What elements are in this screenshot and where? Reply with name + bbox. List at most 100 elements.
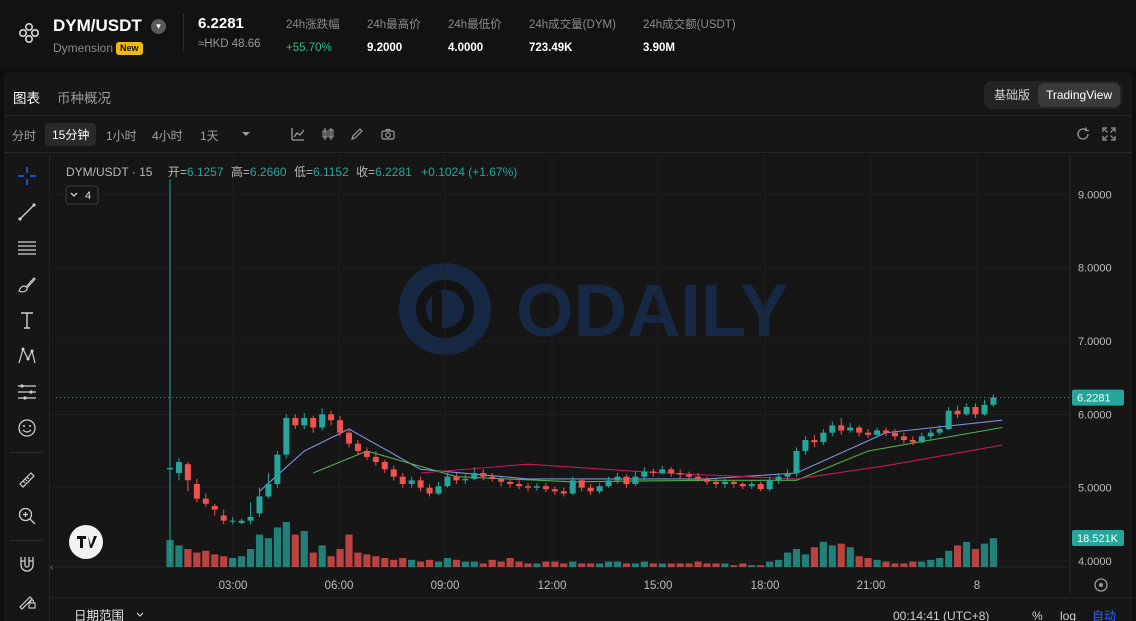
candlestick-chart[interactable]: ODAILY 4.0000 5.0000 6.0000 7.0000 8.0000 9.0…	[4, 154, 1136, 621]
volume-bar	[282, 522, 290, 567]
candle-body	[346, 432, 352, 444]
candle-body	[319, 414, 326, 428]
indicator-icon[interactable]	[290, 126, 306, 142]
candle-body	[363, 451, 370, 457]
reset-icon[interactable]	[1075, 126, 1091, 142]
ruler-icon[interactable]	[17, 470, 37, 490]
price-tick-label: 4.0000	[1078, 556, 1112, 568]
volume-bar	[864, 558, 872, 567]
volume-bar	[622, 563, 631, 567]
clock-time[interactable]: 00:14:41 (UTC+8)	[893, 609, 989, 621]
candle-body	[587, 487, 594, 492]
emoji-icon[interactable]	[17, 418, 37, 438]
candle-body	[265, 484, 272, 497]
time-tick-label: 09:00	[431, 580, 460, 592]
timeframe-1d[interactable]: 1天	[200, 129, 219, 143]
volume-bar	[712, 563, 720, 567]
volume-bar	[229, 558, 237, 567]
timeframe-4h[interactable]: 4小时	[152, 129, 183, 143]
volume-bar	[954, 545, 962, 567]
volume-bar	[497, 561, 505, 567]
date-range-button[interactable]: 日期范围	[74, 609, 124, 621]
settings-gear-icon[interactable]	[1094, 578, 1108, 592]
pair-symbol[interactable]: DYM/USDT	[53, 16, 142, 35]
candle-body	[739, 484, 746, 487]
pair-dropdown-icon[interactable]: ▾	[151, 19, 166, 34]
camera-icon[interactable]	[380, 126, 396, 142]
chart-grid	[50, 154, 1070, 568]
candle-body	[560, 491, 567, 494]
auto-toggle[interactable]: 自动	[1092, 609, 1116, 621]
time-tick-label: 21:00	[857, 580, 886, 592]
stat-label: 24h成交额(USDT)	[643, 19, 736, 31]
tab-overview[interactable]: 币种概况	[57, 91, 111, 106]
volume-bar	[694, 561, 702, 567]
volume-bar	[211, 554, 219, 567]
candle-body	[551, 489, 558, 492]
tab-chart[interactable]: 图表	[13, 91, 40, 106]
volume-bar	[264, 538, 273, 567]
volume-bar	[730, 565, 738, 567]
candle-body	[507, 481, 514, 484]
time-axis[interactable]: 03:00 06:00 09:00 12:00 15:00 18:00 21:00 8	[219, 580, 981, 592]
zoom-in-icon[interactable]	[17, 506, 37, 526]
stat-turnover: 24h成交额(USDT) 3.90M	[643, 16, 736, 54]
candle-body	[408, 480, 415, 484]
pattern-icon[interactable]	[17, 346, 37, 366]
price-hkd: ≈HKD 48.66	[198, 38, 261, 50]
prediction-icon[interactable]	[17, 382, 37, 402]
tradingview-button[interactable]: TradingView	[1037, 83, 1120, 107]
last-volume-label	[1072, 530, 1124, 546]
brush-icon[interactable]	[17, 274, 37, 294]
time-tick-label: 06:00	[325, 580, 354, 592]
volume-bar	[757, 565, 765, 567]
scroll-left-icon[interactable]: ‹	[50, 562, 53, 573]
text-icon[interactable]	[17, 310, 37, 330]
candle-body	[417, 480, 424, 488]
volume-bar	[775, 559, 783, 567]
candle-body	[193, 484, 200, 499]
candle-type-icon[interactable]	[320, 126, 336, 142]
collapse-icon[interactable]	[70, 192, 78, 197]
stat-value: 9.2000	[367, 42, 403, 54]
trend-line-icon[interactable]	[17, 202, 37, 222]
indicators-toggle[interactable]: 4	[65, 185, 99, 205]
candle-body	[229, 520, 236, 522]
lock-drawing-icon[interactable]	[17, 590, 37, 610]
timeframe-1h[interactable]: 1小时	[106, 129, 137, 143]
candle-body	[211, 506, 218, 510]
candle-body	[802, 440, 809, 451]
volume-bar	[506, 558, 514, 567]
volume-bar	[417, 561, 425, 567]
date-range-chevron-icon[interactable]	[136, 612, 144, 617]
candle-body	[372, 456, 379, 462]
percent-toggle[interactable]: %	[1032, 609, 1043, 621]
basic-view-button[interactable]: 基础版	[993, 88, 1030, 102]
stat-value: 723.49K	[529, 42, 573, 54]
log-toggle[interactable]: log	[1060, 609, 1076, 621]
header-divider	[183, 14, 184, 52]
candle-body	[632, 476, 639, 484]
moving-average-line	[259, 419, 1003, 492]
indicators-count: 4	[85, 190, 91, 202]
tradingview-logo-icon[interactable]	[69, 525, 103, 559]
volume-bar	[721, 563, 729, 567]
crosshair-icon[interactable]	[17, 166, 37, 186]
candle-body	[730, 481, 737, 484]
volume-bar	[318, 545, 326, 567]
timeframe-line[interactable]: 分时	[12, 129, 37, 143]
volume-bar	[345, 534, 353, 567]
drawing-icon[interactable]	[349, 126, 365, 142]
volume-bar	[363, 554, 371, 567]
price-axis[interactable]: 4.0000 5.0000 6.0000 7.0000 8.0000 9.0000	[1078, 189, 1112, 568]
candle-body	[954, 410, 961, 415]
candle-body	[811, 440, 818, 443]
timeframe-15m[interactable]: 15分钟	[45, 123, 97, 146]
last-price-label	[1072, 389, 1124, 406]
candle-body	[471, 473, 478, 479]
magnet-icon[interactable]	[17, 554, 37, 574]
stat-change: 24h涨跌幅 +55.70%	[286, 16, 340, 54]
timeframe-more-icon[interactable]	[238, 126, 254, 142]
horizontal-lines-icon[interactable]	[17, 238, 37, 258]
fullscreen-icon[interactable]	[1101, 126, 1117, 142]
